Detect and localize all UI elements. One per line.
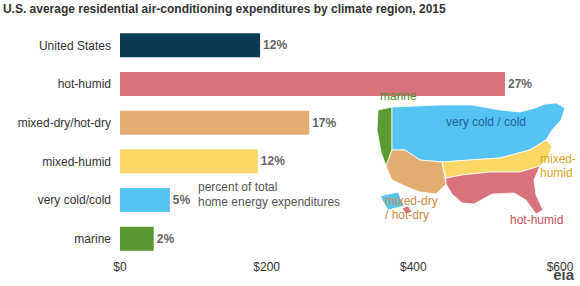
svg-text:2%: 2%: [157, 232, 175, 246]
svg-text:very cold / cold: very cold / cold: [446, 115, 526, 129]
svg-text:mixed-dry: mixed-dry: [385, 194, 438, 208]
svg-text:$200: $200: [253, 260, 280, 274]
svg-text:$400: $400: [400, 260, 427, 274]
svg-text:marine: marine: [74, 232, 111, 246]
svg-text:marine: marine: [380, 89, 417, 103]
svg-text:U.S. average residential air-c: U.S. average residential air-conditionin…: [3, 2, 446, 16]
svg-text:United States: United States: [39, 39, 111, 53]
svg-text:12%: 12%: [261, 154, 285, 168]
svg-text:$600: $600: [547, 260, 574, 274]
svg-text:home energy expenditures: home energy expenditures: [198, 195, 340, 209]
svg-text:hot-humid: hot-humid: [510, 213, 563, 227]
svg-text:17%: 17%: [312, 116, 336, 130]
svg-text:very cold/cold: very cold/cold: [38, 193, 111, 207]
svg-text:percent of total: percent of total: [198, 180, 277, 194]
svg-text:mixed-: mixed-: [540, 152, 576, 166]
svg-text:$0: $0: [113, 260, 127, 274]
svg-text:5%: 5%: [173, 193, 191, 207]
svg-text:humid: humid: [540, 166, 573, 180]
svg-text:mixed-dry/hot-dry: mixed-dry/hot-dry: [18, 116, 111, 130]
svg-text:eia: eia: [553, 266, 575, 283]
svg-text:/ hot-dry: / hot-dry: [385, 208, 429, 222]
svg-text:mixed-humid: mixed-humid: [42, 155, 111, 169]
svg-text:27%: 27%: [508, 77, 532, 91]
svg-text:hot-humid: hot-humid: [58, 77, 111, 91]
svg-text:12%: 12%: [263, 38, 287, 52]
